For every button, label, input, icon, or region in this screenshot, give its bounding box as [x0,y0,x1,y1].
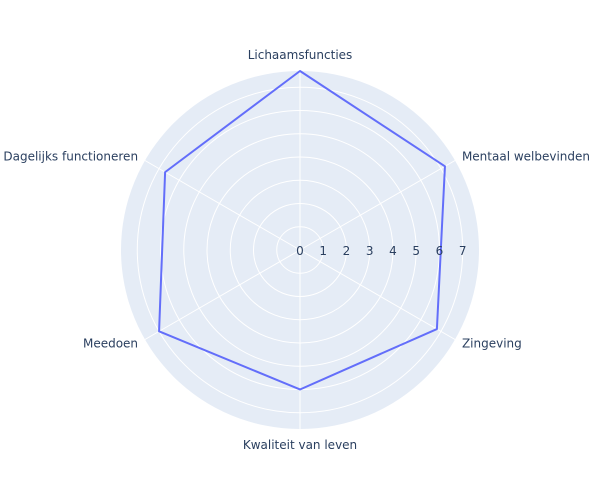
radial-tick-label: 3 [366,244,374,258]
category-label: Dagelijks functioneren [3,150,138,164]
radial-tick-label: 5 [412,244,420,258]
category-label: Zingeving [462,337,522,351]
category-label: Meedoen [83,337,138,351]
category-label: Kwaliteit van leven [243,438,357,452]
category-label: Lichaamsfuncties [248,48,353,62]
category-label: Mentaal welbevinden [462,150,590,164]
radial-tick-label: 7 [459,244,467,258]
radial-tick-label: 0 [296,244,304,258]
radial-tick-label: 1 [319,244,327,258]
radial-tick-label: 2 [343,244,351,258]
radial-tick-label: 6 [436,244,444,258]
radial-tick-label: 4 [389,244,397,258]
